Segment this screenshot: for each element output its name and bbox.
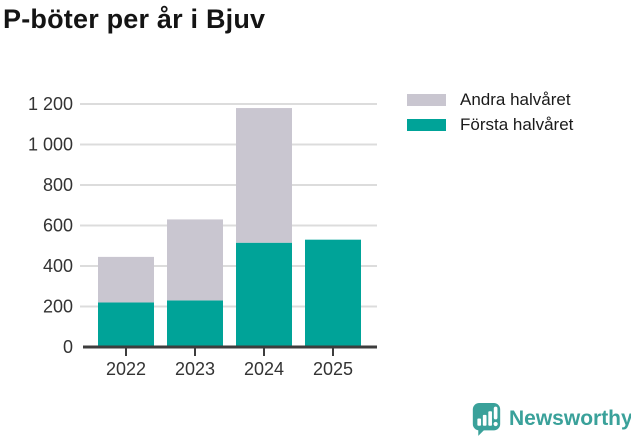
newsworthy-logo: Newsworthy <box>471 401 631 436</box>
legend-label-first-half: Första halvåret <box>460 115 574 134</box>
y-axis-tick-label: 1 200 <box>28 94 73 114</box>
x-axis-tick-label: 2024 <box>244 359 284 379</box>
bar-segment <box>167 300 223 347</box>
bar-segment <box>167 219 223 301</box>
x-axis-tick-label: 2022 <box>106 359 146 379</box>
newsworthy-logo-text: Newsworthy <box>509 406 631 430</box>
legend-label-second-half: Andra halvåret <box>460 90 571 109</box>
chart-legend: Andra halvåret Första halvåret <box>407 90 573 140</box>
legend-item-forsta-halvaret: Första halvåret <box>407 115 573 135</box>
x-axis-tick-label: 2025 <box>313 359 353 379</box>
legend-swatch-second-half <box>407 94 446 106</box>
y-axis-tick-label: 1 000 <box>28 135 73 155</box>
bar-segment <box>305 239 361 347</box>
y-axis-tick-label: 400 <box>43 256 73 276</box>
legend-item-andra-halvaret: Andra halvåret <box>407 90 573 110</box>
bar-segment <box>98 256 154 303</box>
y-axis-tick-label: 800 <box>43 175 73 195</box>
legend-swatch-first-half <box>407 119 446 131</box>
y-axis-tick-label: 600 <box>43 216 73 236</box>
bar-segment <box>236 108 292 243</box>
x-axis-tick-label: 2023 <box>175 359 215 379</box>
y-axis-tick-label: 200 <box>43 297 73 317</box>
y-axis-tick-label: 0 <box>63 337 73 357</box>
newsworthy-logo-icon <box>472 403 501 436</box>
bar-segment <box>98 302 154 347</box>
page-title: P-böter per år i Bjuv <box>3 4 266 34</box>
bar-segment <box>236 242 292 347</box>
